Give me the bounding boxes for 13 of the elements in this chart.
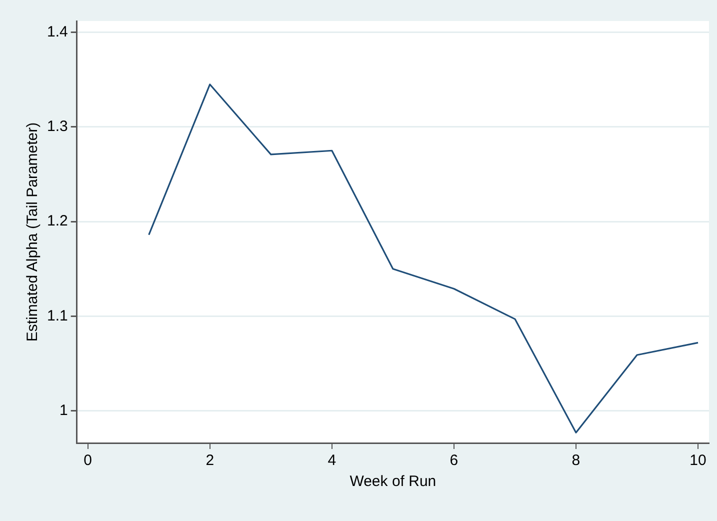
x-tick-label: 10 — [690, 452, 706, 470]
x-tick-label: 2 — [206, 452, 214, 470]
y-tick-label: 1.2 — [46, 212, 68, 230]
y-tick-label: 1.3 — [46, 118, 68, 136]
y-axis-title: Estimated Alpha (Tail Parameter) — [24, 122, 42, 342]
y-tick-label: 1.4 — [46, 23, 68, 40]
y-tick-label: 1.1 — [46, 307, 68, 324]
x-tick-label: 8 — [572, 452, 580, 470]
x-tick-label: 4 — [328, 452, 336, 470]
x-axis-title: Week of Run — [350, 473, 436, 490]
x-tick-label: 0 — [84, 452, 92, 470]
y-tick-label: 1 — [60, 402, 68, 419]
x-tick-label: 6 — [450, 452, 458, 470]
